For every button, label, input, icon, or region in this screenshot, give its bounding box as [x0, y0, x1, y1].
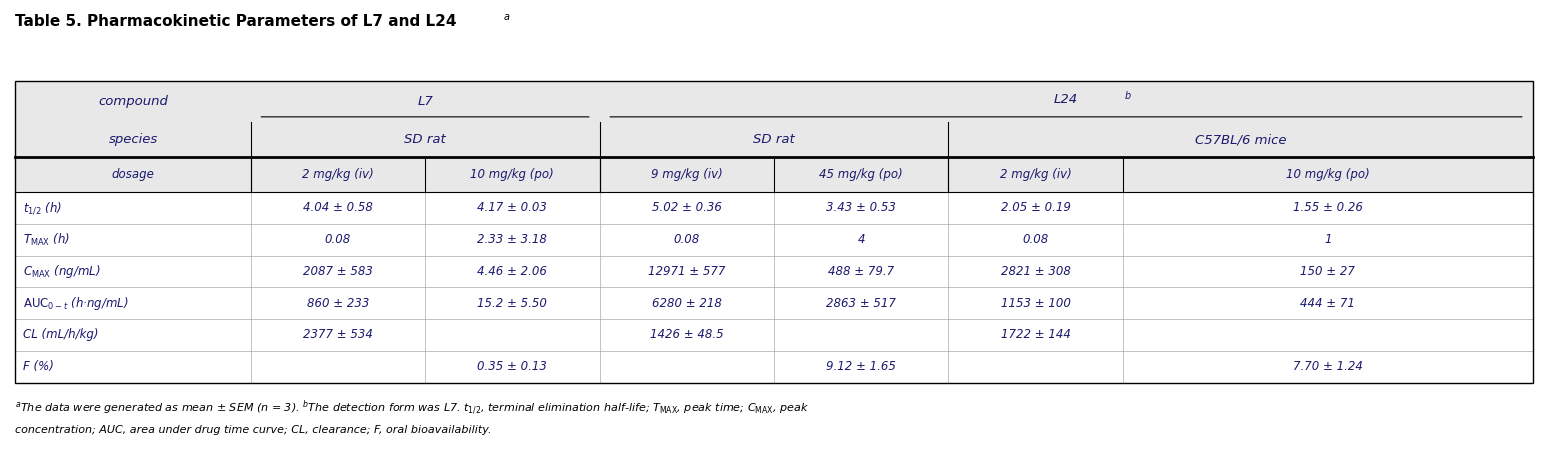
Text: $^a$The data were generated as mean $\pm$ SEM ($n$ = 3). $^b$The detection form : $^a$The data were generated as mean $\pm… [15, 398, 810, 417]
Text: 860 ± 233: 860 ± 233 [307, 297, 368, 310]
Bar [15, 319, 1533, 351]
Text: 0.08: 0.08 [673, 233, 700, 246]
Bar [15, 192, 1533, 224]
Text: b: b [1125, 91, 1132, 101]
Text: CL (mL/h/kg): CL (mL/h/kg) [23, 328, 99, 342]
Text: F (%): F (%) [23, 360, 54, 373]
Text: species: species [108, 133, 158, 146]
Text: 2 mg/kg (iv): 2 mg/kg (iv) [1000, 168, 1071, 181]
Text: C57BL/6 mice: C57BL/6 mice [1195, 133, 1286, 146]
Text: concentration; AUC, area under drug time curve; CL, clearance; F, oral bioavaila: concentration; AUC, area under drug time… [15, 425, 492, 435]
Text: 2.05 ± 0.19: 2.05 ± 0.19 [1000, 202, 1071, 215]
Text: 45 mg/kg (po): 45 mg/kg (po) [819, 168, 902, 181]
Bar [15, 81, 1533, 382]
Text: 0.08: 0.08 [1023, 233, 1050, 246]
Text: 7.70 ± 1.24: 7.70 ± 1.24 [1293, 360, 1362, 373]
Text: 15.2 ± 5.50: 15.2 ± 5.50 [477, 297, 548, 310]
Text: 488 ± 79.7: 488 ± 79.7 [828, 265, 895, 278]
Text: 444 ± 71: 444 ± 71 [1300, 297, 1354, 310]
Text: 6280 ± 218: 6280 ± 218 [652, 297, 721, 310]
Text: 4.46 ± 2.06: 4.46 ± 2.06 [477, 265, 548, 278]
Text: 0.35 ± 0.13: 0.35 ± 0.13 [477, 360, 548, 373]
Bar [15, 351, 1533, 382]
Bar [15, 224, 1533, 256]
Text: 1722 ± 144: 1722 ± 144 [1000, 328, 1071, 342]
Text: 2087 ± 583: 2087 ± 583 [303, 265, 373, 278]
Bar [15, 122, 1533, 157]
Text: 10 mg/kg (po): 10 mg/kg (po) [471, 168, 554, 181]
Text: L24: L24 [1054, 93, 1077, 106]
Text: Table 5. Pharmacokinetic Parameters of L7 and L24: Table 5. Pharmacokinetic Parameters of L… [15, 14, 457, 28]
Bar [15, 81, 1533, 122]
Text: 150 ± 27: 150 ± 27 [1300, 265, 1354, 278]
Bar [15, 157, 1533, 192]
Text: 1426 ± 48.5: 1426 ± 48.5 [650, 328, 723, 342]
Text: 2863 ± 517: 2863 ± 517 [827, 297, 896, 310]
Text: compound: compound [98, 95, 169, 108]
Text: 0.08: 0.08 [325, 233, 351, 246]
Text: 1153 ± 100: 1153 ± 100 [1000, 297, 1071, 310]
Text: 2 mg/kg (iv): 2 mg/kg (iv) [302, 168, 373, 181]
Text: SD rat: SD rat [404, 133, 446, 146]
Bar [15, 256, 1533, 287]
Text: 1.55 ± 0.26: 1.55 ± 0.26 [1293, 202, 1362, 215]
Bar [15, 287, 1533, 319]
Text: 2377 ± 534: 2377 ± 534 [303, 328, 373, 342]
Text: $C_{\mathrm{MAX}}$ (ng/mL): $C_{\mathrm{MAX}}$ (ng/mL) [23, 263, 101, 280]
Text: 10 mg/kg (po): 10 mg/kg (po) [1286, 168, 1370, 181]
Text: 4: 4 [858, 233, 865, 246]
Text: 12971 ± 577: 12971 ± 577 [649, 265, 726, 278]
Text: L7: L7 [418, 95, 433, 108]
Text: dosage: dosage [111, 168, 155, 181]
Text: 2821 ± 308: 2821 ± 308 [1000, 265, 1071, 278]
Text: 4.17 ± 0.03: 4.17 ± 0.03 [477, 202, 548, 215]
Text: 9 mg/kg (iv): 9 mg/kg (iv) [650, 168, 723, 181]
Text: $\mathrm{AUC}_{0-t}$ (h·ng/mL): $\mathrm{AUC}_{0-t}$ (h·ng/mL) [23, 295, 128, 312]
Text: 1: 1 [1324, 233, 1331, 246]
Text: a: a [503, 12, 509, 22]
Text: 3.43 ± 0.53: 3.43 ± 0.53 [827, 202, 896, 215]
Text: SD rat: SD rat [754, 133, 794, 146]
Text: 9.12 ± 1.65: 9.12 ± 1.65 [827, 360, 896, 373]
Text: 2.33 ± 3.18: 2.33 ± 3.18 [477, 233, 548, 246]
Text: $t_{1/2}$ (h): $t_{1/2}$ (h) [23, 200, 62, 216]
Text: 4.04 ± 0.58: 4.04 ± 0.58 [303, 202, 373, 215]
Text: 5.02 ± 0.36: 5.02 ± 0.36 [652, 202, 721, 215]
Text: $T_{\mathrm{MAX}}$ (h): $T_{\mathrm{MAX}}$ (h) [23, 232, 70, 248]
